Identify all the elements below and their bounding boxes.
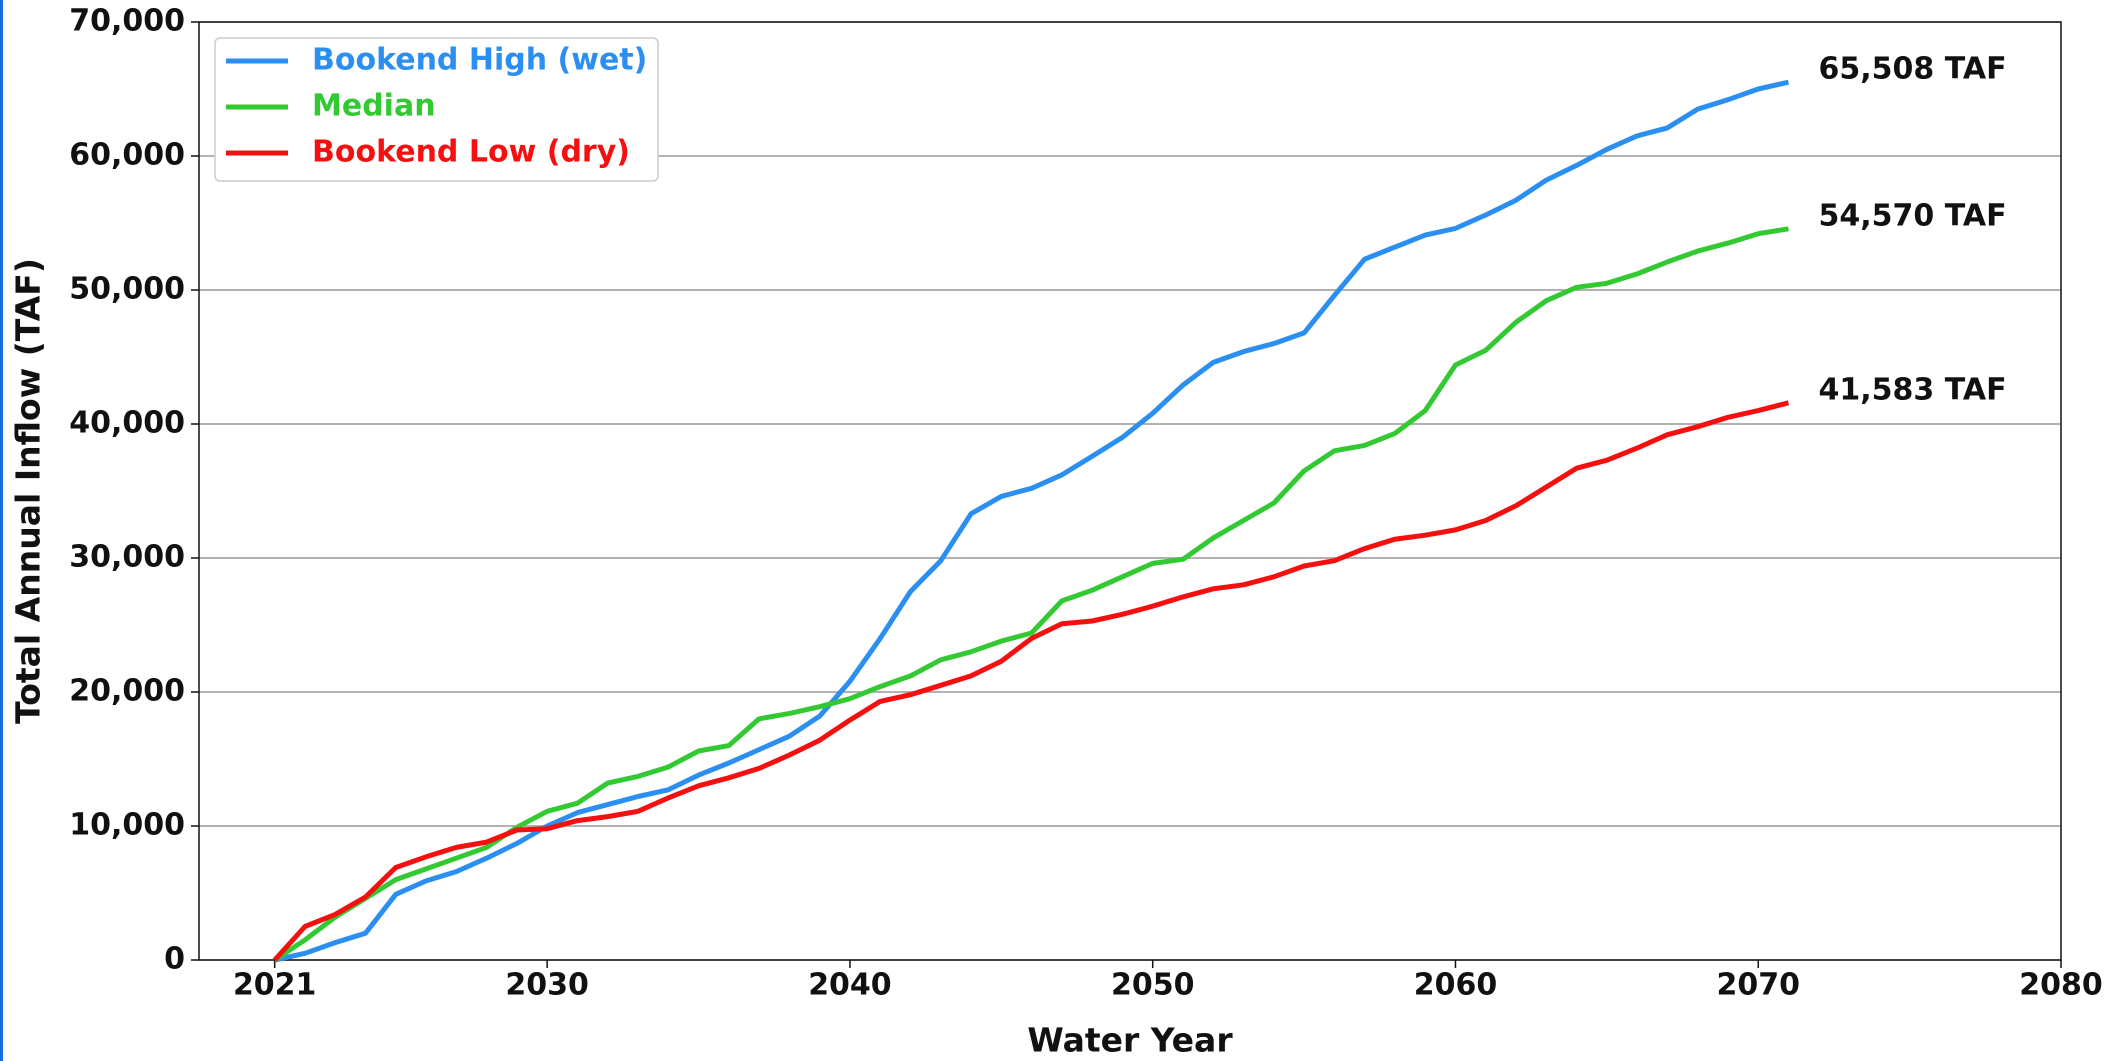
end-label: 54,570 TAF	[1819, 198, 2007, 233]
plot-frame	[198, 21, 2062, 961]
x-tick-label: 2080	[2019, 968, 2103, 1003]
series-line	[273, 226, 1789, 963]
left-border	[0, 0, 3, 1061]
y-axis-label: Total Annual Inflow (TAF)	[9, 258, 48, 724]
legend-box	[214, 37, 659, 182]
y-tick-label: 40,000	[69, 406, 185, 441]
x-tick-label: 2021	[233, 968, 317, 1003]
legend-label: Bookend High (wet)	[312, 43, 647, 78]
y-tick-label: 50,000	[69, 272, 185, 307]
x-axis-label: Water Year	[1027, 1021, 1233, 1060]
legend-label: Bookend Low (dry)	[312, 135, 630, 170]
end-label: 41,583 TAF	[1819, 372, 2007, 407]
y-tick-label: 70,000	[69, 4, 185, 39]
series-line	[272, 400, 1790, 962]
x-tick-label: 2060	[1414, 968, 1498, 1003]
x-tick-label: 2070	[1716, 968, 1800, 1003]
legend-label: Median	[312, 89, 436, 124]
y-tick-label: 60,000	[69, 138, 185, 173]
end-label: 65,508 TAF	[1819, 52, 2007, 87]
x-tick-label: 2040	[808, 968, 892, 1003]
y-tick-label: 0	[164, 942, 185, 977]
y-tick-label: 30,000	[69, 540, 185, 575]
x-tick-label: 2050	[1111, 968, 1195, 1003]
x-tick-label: 2030	[505, 968, 589, 1003]
y-tick-label: 20,000	[69, 674, 185, 709]
y-tick-label: 10,000	[69, 808, 185, 843]
series-line	[274, 79, 1790, 963]
